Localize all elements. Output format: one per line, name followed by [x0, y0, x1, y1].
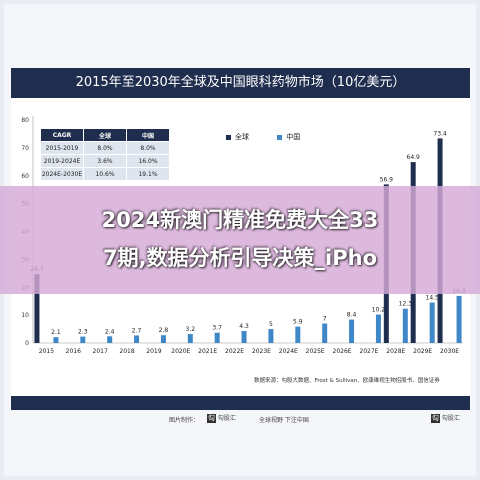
- cagr-row: 2019-2024E 3.6% 16.0%: [40, 154, 170, 168]
- bar-china: [402, 308, 408, 343]
- x-tick-label: 2016: [66, 348, 81, 355]
- bar-china: [429, 302, 435, 343]
- data-label-china: 2.7: [132, 327, 142, 334]
- legend-item-china: 中国: [277, 132, 300, 142]
- x-tick-label: 2028E: [386, 348, 405, 355]
- data-label-china: 8.4: [347, 312, 357, 319]
- data-label-china: 3.2: [186, 326, 196, 333]
- x-tick-label: 2026E: [333, 348, 352, 355]
- cagr-header: 全球: [83, 128, 127, 142]
- cagr-table: CAGR 全球 中国 2015-2019 8.0% 8.0% 2019-2024…: [40, 128, 170, 181]
- bar-china: [241, 331, 247, 343]
- x-tick-label: 2029E: [413, 348, 432, 355]
- cagr-header: 中国: [126, 128, 170, 142]
- y-tick-label: 60: [21, 173, 29, 180]
- data-label-china: 10.2: [372, 307, 386, 314]
- legend-swatch-china: [277, 134, 283, 140]
- data-label-global: 73.4: [433, 130, 447, 137]
- legend-swatch-global: [226, 134, 231, 140]
- bar-china: [80, 336, 86, 343]
- data-label-china: 2.1: [51, 329, 61, 336]
- x-tick-label: 2019: [146, 348, 161, 355]
- banner-line-1: 2024新澳门精准免费大全33: [101, 208, 379, 232]
- chart-legend: 全球 中国: [226, 132, 326, 142]
- legend-label-global: 全球: [235, 133, 249, 141]
- legend-label-china: 中国: [286, 133, 301, 141]
- cagr-cell: 2015-2019: [40, 141, 84, 155]
- brand-logo: 勾 勾股汇: [207, 413, 236, 423]
- footer-bar: [11, 396, 470, 410]
- x-tick-label: 2022E: [225, 348, 244, 355]
- cagr-cell: 2019-2024E: [40, 154, 84, 168]
- x-tick-label: 2015: [39, 348, 54, 355]
- brand-logo-right: 勾 勾股汇: [431, 413, 460, 423]
- data-label-china: 12.3: [399, 301, 413, 308]
- data-label-china: 4.3: [239, 323, 249, 330]
- bar-china: [107, 336, 113, 343]
- cagr-cell: 8.0%: [126, 141, 170, 155]
- x-tick-label: 2023E: [252, 348, 271, 355]
- bar-china: [349, 319, 355, 343]
- data-source: 数据来源：勾股大数据、Frost & Sullivan、欧康维视生物招股书、国信…: [254, 378, 440, 384]
- x-tick-label: 2017: [93, 348, 108, 355]
- x-tick-label: 2020E: [171, 348, 190, 355]
- banner-line-2: 7期,数据分析引导决策_iPho: [102, 246, 378, 270]
- bar-china: [134, 335, 140, 343]
- credit-label: 图片制作：: [169, 417, 200, 424]
- data-label-global: 56.9: [380, 176, 394, 183]
- data-label-china: 5.9: [293, 319, 303, 326]
- bar-china: [160, 335, 166, 343]
- logo-icon: 勾: [207, 414, 216, 423]
- cagr-header: CAGR: [40, 128, 84, 142]
- data-label-china: 2.3: [78, 329, 88, 336]
- cagr-cell: 8.0%: [83, 141, 127, 155]
- cagr-cell: 10.6%: [83, 167, 127, 181]
- slogan: 全球视野 下注中国: [259, 417, 309, 424]
- data-label-china: 2.8: [159, 327, 169, 334]
- bar-china: [375, 314, 381, 343]
- bottom-credits: 图片制作： 勾 勾股汇 全球视野 下注中国 勾 勾股汇: [11, 410, 470, 430]
- legend-item-global: 全球: [226, 132, 249, 142]
- bar-china: [187, 334, 193, 343]
- bar-china: [295, 326, 301, 343]
- cagr-cell: 19.1%: [126, 167, 170, 181]
- cagr-header-row: CAGR 全球 中国: [40, 128, 170, 142]
- data-label-china: 7: [323, 315, 327, 322]
- brand-name: 勾股汇: [217, 415, 236, 422]
- cagr-cell: 2024E-2030E: [40, 167, 84, 181]
- cagr-row: 2015-2019 8.0% 8.0%: [40, 141, 170, 155]
- y-tick-label: 10: [21, 312, 29, 319]
- bar-china: [456, 295, 462, 343]
- cagr-cell: 3.6%: [83, 154, 127, 168]
- x-tick-label: 2027E: [359, 348, 378, 355]
- y-tick-label: 80: [21, 117, 29, 124]
- data-label-global: 64.9: [407, 154, 421, 161]
- data-label-china: 2.4: [105, 328, 115, 335]
- cagr-cell: 16.0%: [126, 154, 170, 168]
- x-tick-label: 2025E: [306, 348, 325, 355]
- data-label-china: 5: [269, 321, 273, 328]
- chart-title: 2015年至2030年全球及中国眼科药物市场（10亿美元）: [75, 75, 406, 90]
- y-tick-label: 70: [21, 145, 29, 152]
- data-label-china: 14.5: [426, 295, 440, 302]
- bar-china: [53, 337, 59, 343]
- bar-global: [34, 274, 40, 343]
- chart-header: 2015年至2030年全球及中国眼科药物市场（10亿美元）: [11, 68, 470, 98]
- bar-china: [268, 329, 274, 343]
- logo-icon: 勾: [431, 414, 440, 423]
- x-tick-label: 2021E: [198, 348, 217, 355]
- brand-name: 勾股汇: [441, 415, 460, 422]
- y-tick-label: 0: [25, 340, 29, 347]
- bar-china: [214, 332, 220, 343]
- cagr-row: 2024E-2030E 10.6% 19.1%: [40, 167, 170, 181]
- x-tick-label: 2024E: [279, 348, 298, 355]
- overlay-banner: 2024新澳门精准免费大全33 7期,数据分析引导决策_iPho: [0, 186, 480, 294]
- x-tick-label: 2030E: [440, 348, 459, 355]
- x-tick-label: 2018: [119, 348, 134, 355]
- data-label-china: 3.7: [212, 325, 222, 332]
- bar-china: [322, 323, 328, 343]
